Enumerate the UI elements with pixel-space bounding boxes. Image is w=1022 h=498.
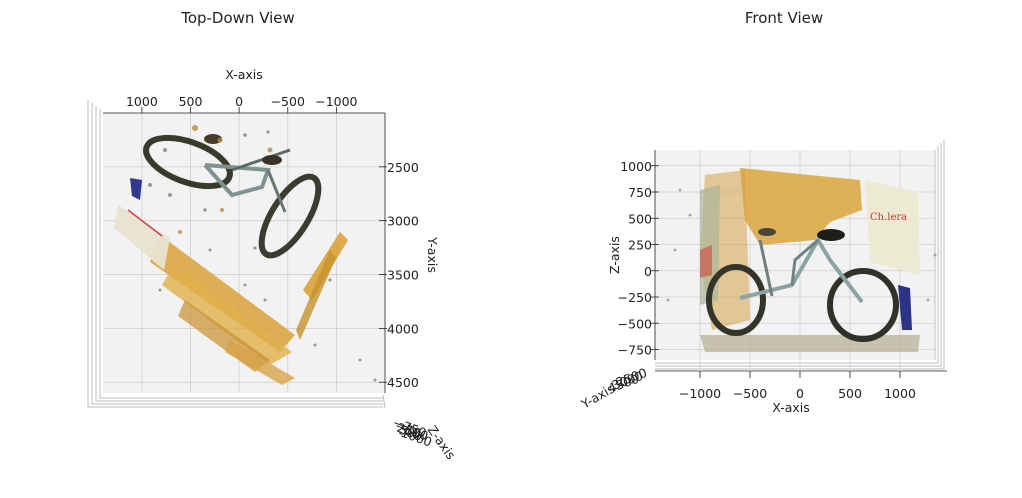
top-down-z-ticks: −750 −500 250 500 1000 bbox=[391, 415, 434, 450]
front-x-tick-label: 0 bbox=[796, 386, 804, 401]
front-frame bbox=[655, 140, 947, 372]
front-x-ticks: −1000 −500 0 500 1000 bbox=[679, 371, 916, 401]
front-x-tick-label: 500 bbox=[838, 386, 862, 401]
front-z-ticks: 1000 750 500 250 0 −250 −500 −750 bbox=[618, 159, 659, 358]
top-down-frame bbox=[87, 100, 386, 409]
front-x-tick-label: 1000 bbox=[884, 386, 916, 401]
top-down-x-tick-label: 1000 bbox=[126, 94, 158, 109]
front-x-tick-label: −500 bbox=[733, 386, 767, 401]
top-down-x-tick-label: 0 bbox=[235, 94, 243, 109]
top-down-y-tick-label: 3500 bbox=[387, 268, 419, 283]
top-down-x-label: X-axis bbox=[225, 67, 263, 82]
top-down-x-ticks: 1000 500 0 −500 −1000 bbox=[126, 94, 358, 113]
top-down-y-tick-label: 4500 bbox=[387, 375, 419, 390]
front-z-tick-label: −750 bbox=[618, 343, 652, 358]
front-panel: Front View −1000 −500 0 500 1000 1000 750 500 2… bbox=[578, 9, 947, 415]
top-down-x-tick-label: −1000 bbox=[315, 94, 357, 109]
top-down-y-tick-label: 4000 bbox=[387, 321, 419, 336]
top-down-panel: Top-Down View 1000 500 0 −500 −1000 2500 3000… bbox=[87, 9, 459, 462]
front-y-ticks: 4500 3000 2500 bbox=[606, 365, 649, 396]
front-z-tick-label: −500 bbox=[618, 316, 652, 331]
top-down-x-tick-label: −500 bbox=[271, 94, 305, 109]
top-down-y-label: Y-axis bbox=[425, 236, 440, 273]
front-x-label: X-axis bbox=[772, 400, 810, 415]
front-z-tick-label: 1000 bbox=[620, 159, 652, 174]
front-z-tick-label: −250 bbox=[618, 290, 652, 305]
top-down-x-tick-label: 500 bbox=[179, 94, 203, 109]
top-down-y-tick-label: 3000 bbox=[387, 214, 419, 229]
svg-text:Ch.lera: Ch.lera bbox=[870, 212, 907, 223]
top-down-title: Top-Down View bbox=[180, 9, 295, 27]
top-down-point-cloud bbox=[114, 125, 377, 385]
front-point-cloud: Ch.lera bbox=[666, 168, 937, 352]
front-x-tick-label: −1000 bbox=[679, 386, 721, 401]
front-z-tick-label: 500 bbox=[628, 211, 652, 226]
top-down-y-ticks: 2500 3000 3500 4000 4500 bbox=[379, 160, 419, 390]
top-down-y-tick-label: 2500 bbox=[387, 160, 419, 175]
front-z-tick-label: 0 bbox=[644, 264, 652, 279]
front-z-label: Z-axis bbox=[607, 236, 622, 274]
front-z-tick-label: 250 bbox=[628, 238, 652, 253]
front-title: Front View bbox=[745, 9, 823, 27]
front-z-tick-label: 750 bbox=[628, 185, 652, 200]
